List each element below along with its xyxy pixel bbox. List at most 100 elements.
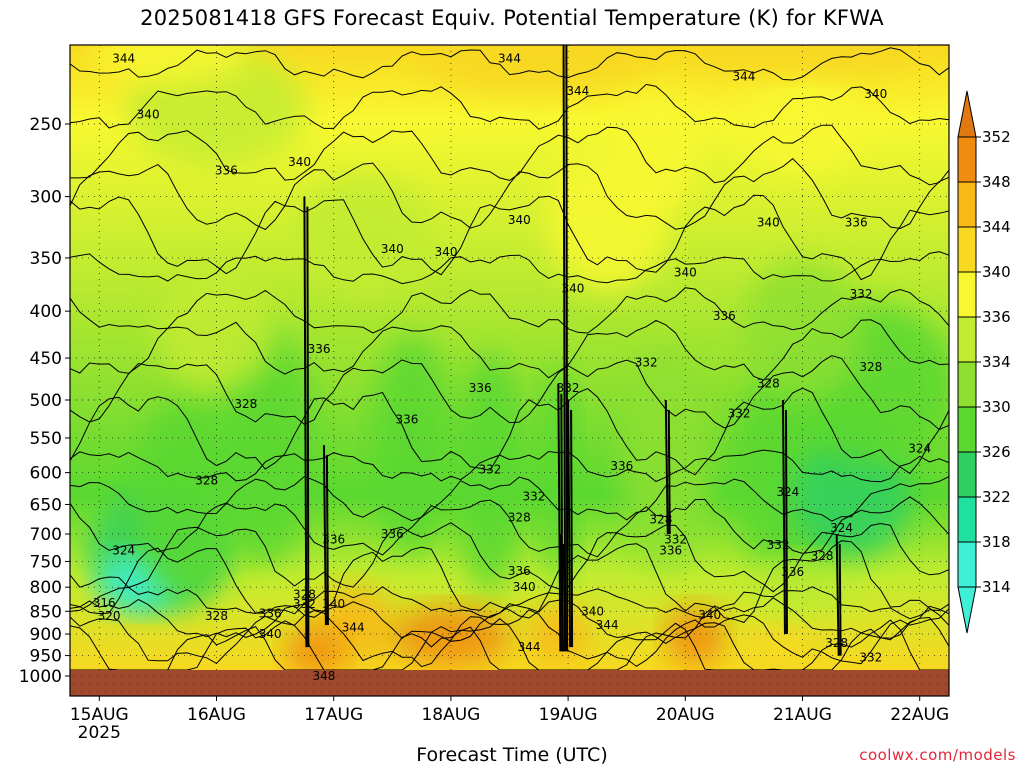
credit-link[interactable]: coolwx.com/models bbox=[859, 746, 1016, 764]
contour-label: 344 bbox=[112, 51, 135, 65]
contour-label: 340 bbox=[513, 580, 536, 594]
y-tick-label: 550 bbox=[30, 429, 62, 449]
colorbar-label: 352 bbox=[982, 128, 1011, 146]
colorbar-band bbox=[957, 136, 977, 183]
contour-line bbox=[70, 355, 949, 431]
contour-label: 328 bbox=[508, 511, 531, 525]
contour-label: 340 bbox=[562, 282, 585, 296]
y-tick-label: 350 bbox=[30, 249, 62, 269]
y-tick-label: 600 bbox=[30, 464, 62, 484]
contour-line bbox=[70, 158, 949, 231]
contour-label: 340 bbox=[698, 608, 721, 622]
colorbar-band bbox=[957, 451, 977, 498]
colorbar-band bbox=[957, 271, 977, 318]
y-tick-label: 950 bbox=[30, 647, 62, 667]
y-tick-label: 250 bbox=[30, 115, 62, 135]
contour-label: 336 bbox=[215, 164, 238, 178]
contour-line bbox=[70, 194, 949, 281]
x-tick-label: 20AUG bbox=[656, 705, 715, 725]
field-blob bbox=[742, 260, 863, 401]
colorbar-arrow-top bbox=[957, 90, 977, 138]
colorbar-label: 334 bbox=[982, 353, 1011, 371]
field-blob bbox=[682, 45, 923, 75]
contour-label: 324 bbox=[908, 442, 931, 456]
x-tick-label: 21AUG bbox=[773, 705, 832, 725]
contour-label: 332 bbox=[293, 597, 316, 611]
colorbar-band bbox=[957, 226, 977, 273]
contour-label: 348 bbox=[312, 669, 335, 683]
x-tick-label: 15AUG bbox=[70, 705, 129, 725]
contour-label: 328 bbox=[859, 360, 882, 374]
contour-label: 332 bbox=[728, 406, 751, 420]
contour-label: 332 bbox=[850, 287, 873, 301]
field-blob bbox=[293, 174, 433, 295]
x-tick-label: 19AUG bbox=[539, 705, 598, 725]
field-blob bbox=[616, 94, 696, 215]
grid-lines bbox=[70, 45, 949, 670]
colorbar: 314 318 322 326 330 334 336 340 344 348 352 bbox=[957, 90, 1011, 634]
colorbar-label: 318 bbox=[982, 533, 1011, 551]
contour-spike bbox=[664, 399, 671, 534]
contour-label: 344 bbox=[342, 620, 365, 634]
contour-label: 336 bbox=[322, 533, 345, 547]
contour-label: 332 bbox=[479, 462, 502, 476]
contour-label: 344 bbox=[518, 640, 541, 654]
contour-label: 328 bbox=[195, 473, 218, 487]
contour-label: 340 bbox=[381, 242, 404, 256]
colorbar-label: 344 bbox=[982, 218, 1011, 236]
colorbar-label: 336 bbox=[982, 308, 1011, 326]
contour-label: 340 bbox=[508, 213, 531, 227]
contour-label: 324 bbox=[830, 521, 853, 535]
field-blob bbox=[738, 627, 819, 668]
contour-label: 332 bbox=[859, 651, 882, 665]
contour-label: 332 bbox=[664, 533, 687, 547]
contour-line bbox=[70, 83, 949, 130]
colorbar-arrow-bottom bbox=[957, 586, 977, 634]
contour-label: 328 bbox=[234, 397, 257, 411]
contour-label: 340 bbox=[674, 265, 697, 279]
colorbar-band bbox=[957, 181, 977, 228]
contour-label: 336 bbox=[713, 309, 736, 323]
contour-spike bbox=[835, 533, 842, 656]
colorbar-label: 326 bbox=[982, 443, 1011, 461]
contour-label: 336 bbox=[308, 342, 331, 356]
contour-label: 332 bbox=[635, 355, 658, 369]
contour-label: 340 bbox=[864, 87, 887, 101]
contour-label: 344 bbox=[566, 84, 589, 98]
colorbar-label: 348 bbox=[982, 173, 1011, 191]
contour-label: 336 bbox=[781, 565, 804, 579]
contour-spike bbox=[781, 399, 788, 635]
contour-label: 332 bbox=[557, 381, 580, 395]
y-tick-label: 850 bbox=[30, 602, 62, 622]
ground-dots bbox=[70, 670, 949, 696]
contour-label: 328 bbox=[757, 377, 780, 391]
contour-spike bbox=[559, 533, 566, 652]
field-blob bbox=[454, 352, 525, 593]
y-tick-label: 750 bbox=[30, 552, 62, 572]
chart-title: 2025081418 GFS Forecast Equiv. Potential… bbox=[140, 6, 884, 30]
contour-label: 316 bbox=[93, 596, 116, 610]
y-tick-label: 300 bbox=[30, 188, 62, 208]
colorbar-label: 330 bbox=[982, 398, 1011, 416]
axes: 250 300 350 400 450 500 550 600 650 700 750 800 850 9… bbox=[19, 44, 950, 743]
x-axis-title: Forecast Time (UTC) bbox=[416, 744, 608, 766]
colorbar-band bbox=[957, 496, 977, 543]
x-tick-label: 17AUG bbox=[304, 705, 363, 725]
contour-label: 324 bbox=[112, 544, 135, 558]
field-blob bbox=[371, 335, 452, 556]
contour-label: 328 bbox=[649, 512, 672, 526]
contour-label: 328 bbox=[293, 588, 316, 602]
contour-spike bbox=[322, 445, 329, 626]
contour-label: 340 bbox=[288, 155, 311, 169]
field-blob bbox=[791, 438, 912, 559]
y-tick-label: 650 bbox=[30, 495, 62, 515]
contour-label: 320 bbox=[98, 609, 121, 623]
y-tick-label: 500 bbox=[30, 391, 62, 411]
contour-label: 340 bbox=[581, 604, 604, 618]
contour-line bbox=[70, 496, 949, 558]
contour-label: 336 bbox=[659, 544, 682, 558]
field-blob bbox=[284, 626, 345, 677]
y-tick-label: 450 bbox=[30, 349, 62, 369]
y-tick-label: 800 bbox=[30, 578, 62, 598]
